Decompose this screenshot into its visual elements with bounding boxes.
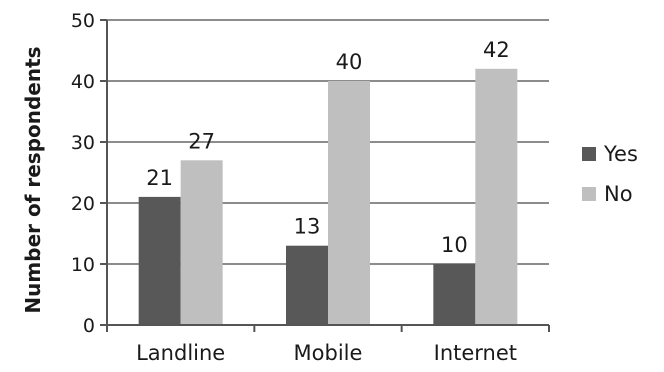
data-label: 13	[294, 215, 321, 239]
legend-swatch-no	[582, 187, 596, 201]
y-tick-label: 20	[71, 193, 95, 215]
y-tick-label: 50	[71, 10, 95, 32]
data-label: 10	[441, 233, 468, 257]
x-tick-label: Landline	[136, 341, 225, 365]
legend: Yes No	[582, 142, 638, 206]
bar-no	[475, 68, 518, 326]
data-label: 21	[146, 166, 173, 190]
data-label: 42	[483, 38, 510, 62]
bar-no	[180, 160, 223, 325]
labels: 21 27 13 40 10 42	[146, 38, 509, 257]
x-tick-label: Internet	[434, 341, 517, 365]
bar-yes	[286, 245, 328, 325]
data-label: 40	[336, 50, 363, 74]
y-tick-label: 40	[71, 71, 95, 93]
legend-swatch-yes	[582, 147, 596, 161]
y-tick-label: 30	[71, 132, 95, 154]
bars	[138, 68, 518, 326]
data-label: 27	[188, 129, 215, 153]
x-tick-label: Mobile	[294, 341, 363, 365]
legend-label-no: No	[604, 182, 633, 206]
bar-yes	[433, 264, 476, 325]
y-tick-label: 10	[71, 254, 95, 276]
bar-yes	[138, 196, 181, 325]
axes: 0 10 20 30 40 50 Landline Mobile Internet	[71, 10, 550, 365]
bar-no	[328, 81, 370, 325]
y-tick-label: 0	[83, 315, 95, 337]
y-axis-title: Number of respondents	[21, 46, 45, 313]
legend-label-yes: Yes	[603, 142, 638, 166]
